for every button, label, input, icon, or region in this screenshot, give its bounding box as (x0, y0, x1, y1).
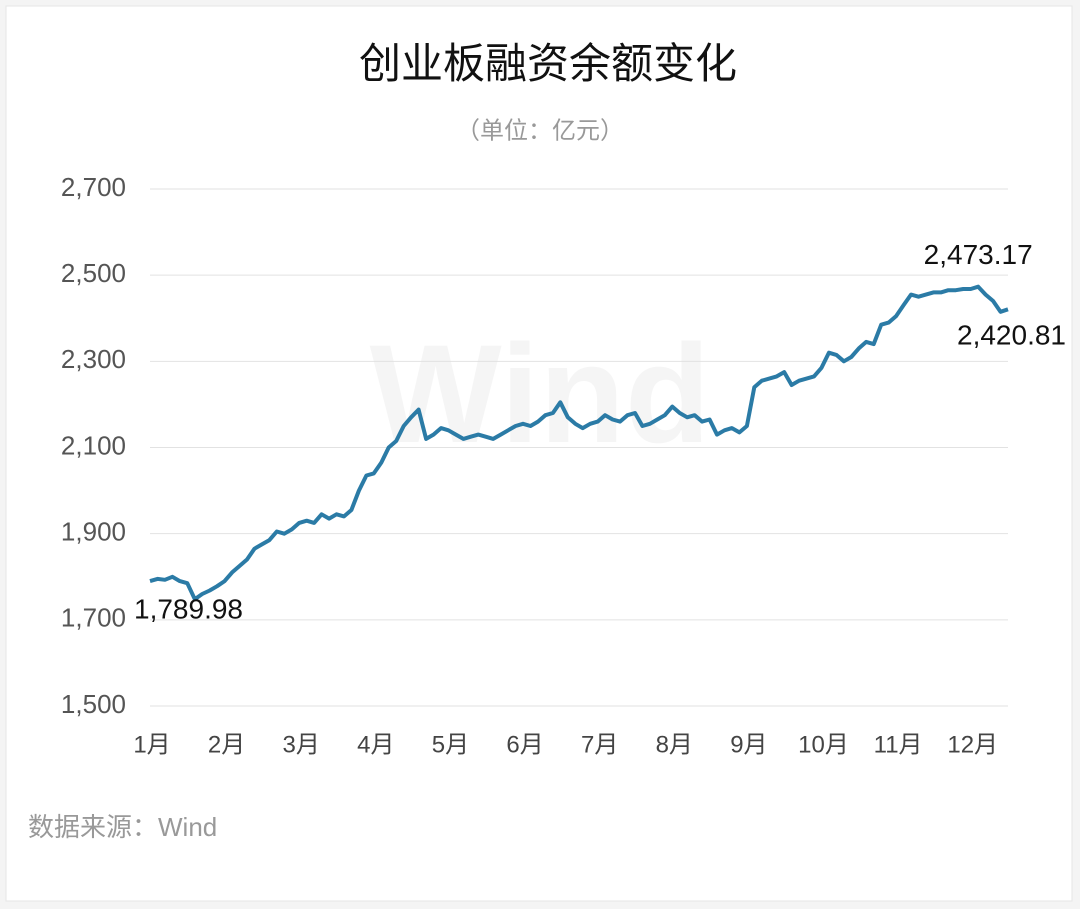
chart-subtitle: （单位：亿元） (456, 117, 624, 144)
x-tick-label: 3月 (283, 731, 320, 758)
x-tick-label: 6月 (506, 731, 543, 758)
x-tick-label: 10月 (798, 731, 849, 758)
x-tick-label: 2月 (208, 731, 245, 758)
data-label: 2,473.17 (924, 239, 1033, 270)
x-tick-label: 8月 (656, 731, 693, 758)
y-tick-label: 2,300 (61, 344, 126, 374)
x-tick-label: 4月 (357, 731, 394, 758)
x-tick-label: 7月 (581, 731, 618, 758)
y-tick-label: 2,500 (61, 258, 126, 288)
chart-title: 创业板融资余额变化 (359, 40, 737, 87)
x-tick-label: 1月 (133, 731, 170, 758)
x-tick-label: 12月 (947, 731, 998, 758)
source: 数据来源：Wind (28, 812, 217, 842)
x-tick-label: 11月 (874, 731, 923, 758)
data-label: 1,789.98 (134, 593, 243, 624)
watermark: Wind (370, 315, 711, 472)
y-tick-label: 1,900 (61, 517, 126, 547)
y-tick-label: 1,700 (61, 603, 126, 633)
x-tick-label: 5月 (432, 731, 469, 758)
x-tick-label: 9月 (730, 731, 767, 758)
line (149, 284, 1009, 602)
card (5, 5, 1073, 902)
data-label: 2,420.81 (957, 320, 1066, 351)
y-tick-label: 1,500 (61, 689, 126, 719)
y-tick-label: 2,100 (61, 430, 126, 460)
y-tick-label: 2,700 (61, 172, 126, 202)
